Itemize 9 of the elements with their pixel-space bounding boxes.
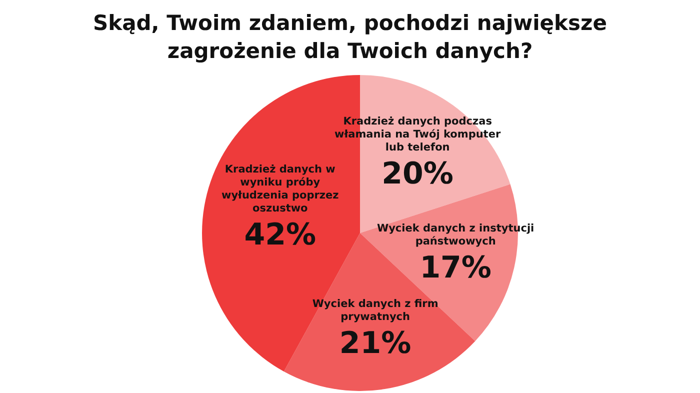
data-label: 21% [339, 326, 412, 361]
slice-label: Wyciek danych z firm prywatnych [312, 298, 438, 323]
slice-label: Wyciek danych z instytucji państwowych [377, 222, 534, 248]
chart-title: Skąd, Twoim zdaniem, pochodzi największe zagrożenie dla Twoich danych? [93, 11, 607, 63]
data-label: 42% [244, 218, 316, 253]
data-label: 17% [420, 250, 492, 286]
slice-label: Kradzież danych w wyniku próby wyłudzenia poprzez oszustwo [221, 164, 339, 215]
data-label: 20% [382, 156, 454, 192]
slice-label: Kradzież danych podczas włamania na Twój komputer lub telefon [334, 115, 502, 154]
